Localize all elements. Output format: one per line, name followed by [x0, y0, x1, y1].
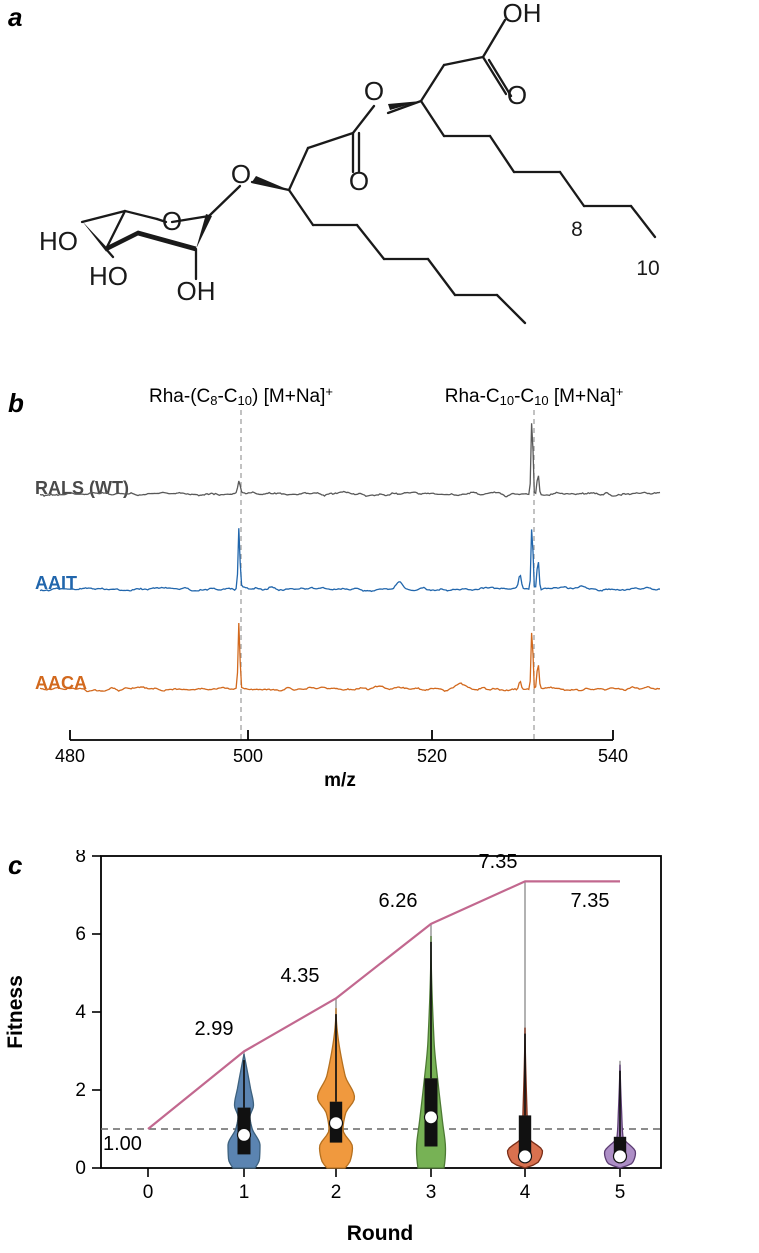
svg-text:Rha-C10-C10 [M+Na]+: Rha-C10-C10 [M+Na]+	[445, 384, 624, 408]
svg-text:1: 1	[239, 1182, 250, 1203]
svg-text:2.99: 2.99	[195, 1018, 234, 1040]
svg-text:540: 540	[598, 746, 628, 766]
svg-text:3: 3	[426, 1182, 437, 1203]
svg-text:O: O	[507, 80, 527, 110]
svg-text:520: 520	[417, 746, 447, 766]
svg-text:4: 4	[75, 1002, 86, 1023]
svg-text:8: 8	[571, 218, 583, 241]
svg-text:500: 500	[233, 746, 263, 766]
svg-text:OH: OH	[177, 276, 216, 306]
svg-text:0: 0	[75, 1158, 86, 1179]
svg-text:OH: OH	[503, 0, 542, 28]
svg-text:1.00: 1.00	[103, 1133, 142, 1155]
svg-text:4: 4	[520, 1182, 531, 1203]
svg-text:7.35: 7.35	[571, 890, 610, 912]
svg-text:O: O	[231, 159, 251, 189]
svg-text:2: 2	[75, 1080, 86, 1101]
svg-text:10: 10	[636, 257, 659, 280]
svg-text:Rha-(C8-C10) [M+Na]+: Rha-(C8-C10) [M+Na]+	[149, 384, 333, 408]
svg-text:Fitness: Fitness	[4, 975, 27, 1049]
svg-text:8: 8	[75, 850, 86, 867]
svg-text:480: 480	[55, 746, 85, 766]
svg-text:0: 0	[143, 1182, 154, 1203]
svg-text:6.26: 6.26	[379, 890, 418, 912]
svg-text:6: 6	[75, 924, 86, 945]
svg-text:5: 5	[615, 1182, 626, 1203]
svg-text:O: O	[162, 206, 182, 236]
svg-text:HO: HO	[89, 261, 128, 291]
svg-text:O: O	[349, 166, 369, 196]
svg-text:m/z: m/z	[324, 770, 356, 791]
svg-text:HO: HO	[39, 226, 78, 256]
svg-text:O: O	[364, 76, 384, 106]
svg-text:AACA: AACA	[35, 673, 87, 693]
svg-text:2: 2	[331, 1182, 342, 1203]
svg-text:4.35: 4.35	[281, 965, 320, 987]
svg-text:Round: Round	[347, 1222, 413, 1245]
svg-text:7.35: 7.35	[479, 851, 518, 873]
